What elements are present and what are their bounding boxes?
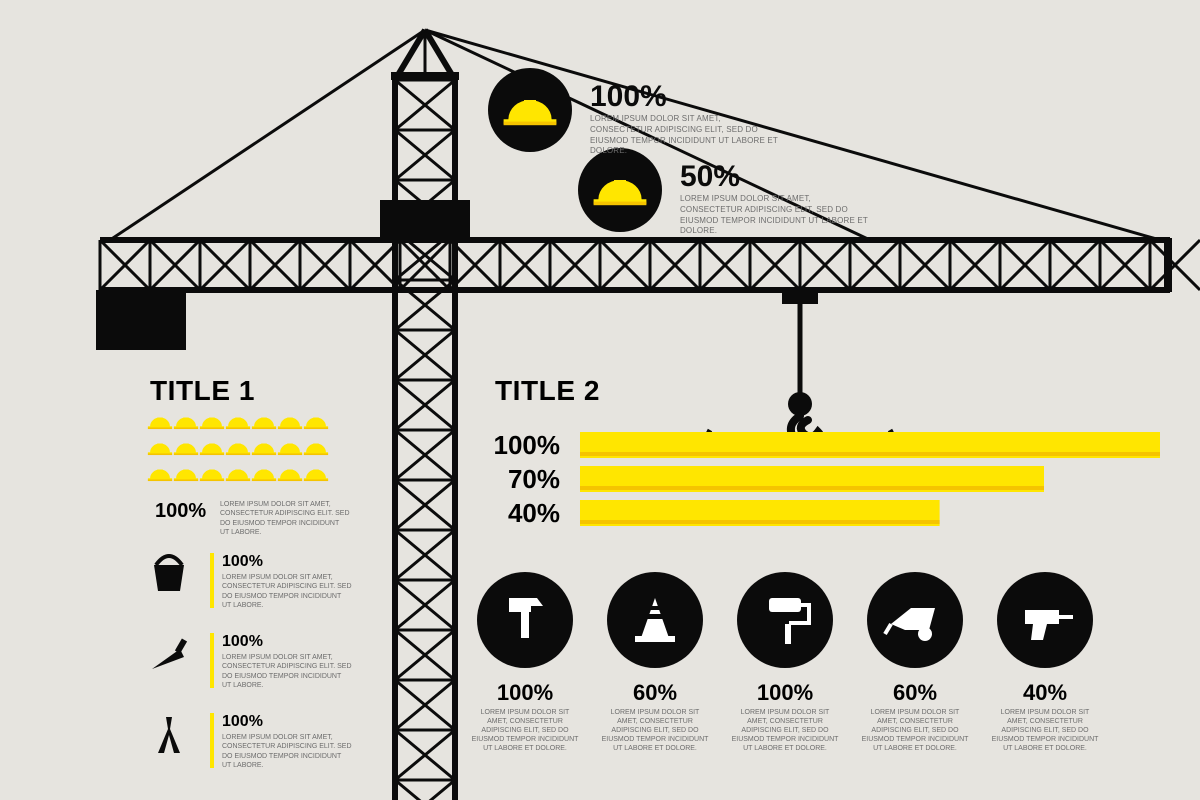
- title1-item-0-body: LOREM IPSUM DOLOR SIT AMET, CONSECTETUR …: [222, 573, 352, 611]
- tool-1-body: LOREM IPSUM DOLOR SIT AMET, CONSECTETUR …: [600, 708, 710, 753]
- tool-2-body: LOREM IPSUM DOLOR SIT AMET, CONSECTETUR …: [730, 708, 840, 753]
- tool-4-body: LOREM IPSUM DOLOR SIT AMET, CONSECTETUR …: [990, 708, 1100, 753]
- title1-item-2-pct: 100%: [222, 713, 263, 731]
- tool-3-pct: 60%: [865, 680, 965, 706]
- tool-4-pct: 40%: [995, 680, 1095, 706]
- callout-0-body: LOREM IPSUM DOLOR SIT AMET, CONSECTETUR …: [590, 114, 780, 157]
- bar-0-label: 100%: [470, 430, 560, 461]
- callout-0-pct: 100%: [590, 82, 667, 112]
- title1-item-1-pct: 100%: [222, 633, 263, 651]
- bar-2-label: 40%: [470, 498, 560, 529]
- title1-helmet-pct: 100%: [155, 500, 206, 523]
- tool-2-pct: 100%: [735, 680, 835, 706]
- title1-helmet-body: LOREM IPSUM DOLOR SIT AMET, CONSECTETUR …: [220, 500, 350, 538]
- tool-0-body: LOREM IPSUM DOLOR SIT AMET, CONSECTETUR …: [470, 708, 580, 753]
- tool-0-pct: 100%: [475, 680, 575, 706]
- title1-heading: TITLE 1: [150, 375, 255, 407]
- title2-heading: TITLE 2: [495, 375, 600, 407]
- callout-1-pct: 50%: [680, 162, 740, 192]
- callout-1-body: LOREM IPSUM DOLOR SIT AMET, CONSECTETUR …: [680, 194, 870, 237]
- title1-item-0-pct: 100%: [222, 553, 263, 571]
- bar-1-label: 70%: [470, 464, 560, 495]
- tool-1-pct: 60%: [605, 680, 705, 706]
- title1-item-2-body: LOREM IPSUM DOLOR SIT AMET, CONSECTETUR …: [222, 733, 352, 771]
- title1-item-1-body: LOREM IPSUM DOLOR SIT AMET, CONSECTETUR …: [222, 653, 352, 691]
- tool-3-body: LOREM IPSUM DOLOR SIT AMET, CONSECTETUR …: [860, 708, 970, 753]
